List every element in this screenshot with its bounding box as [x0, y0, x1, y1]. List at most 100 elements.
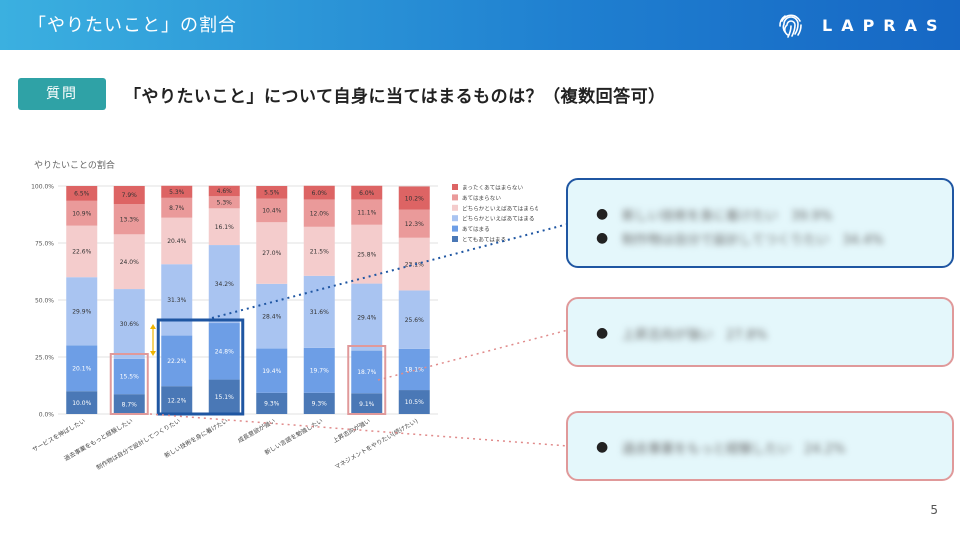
bar-segment: [161, 197, 193, 218]
data-label: 9.3%: [264, 401, 280, 408]
bar-segment: [66, 225, 98, 278]
data-label: 22.6%: [72, 249, 91, 256]
data-label: 34.2%: [215, 281, 234, 288]
slide-title: 「やりたいこと」の割合: [28, 15, 237, 36]
data-label: 8.7%: [122, 401, 138, 408]
bar-segment: [113, 394, 145, 414]
bar-segment: [113, 186, 145, 205]
callout-bullet: ● 制作物は自分で設計してつくりたい 34.4%: [596, 226, 952, 250]
bar-segment: [398, 186, 430, 210]
data-label: 11.1%: [357, 209, 376, 216]
legend-label: どちらかといえばあてはまらない: [462, 204, 538, 212]
callout-text: 新しい技術を身に着けたい 39.9%: [622, 208, 833, 224]
data-label: 10.2%: [405, 195, 424, 202]
bar-segment: [256, 198, 288, 223]
callout-box-2: ● 上昇志向が強い 27.8%: [566, 297, 954, 367]
data-label: 18.1%: [405, 367, 424, 374]
data-label: 27.0%: [262, 250, 281, 257]
legend-swatch: [452, 204, 458, 211]
data-label: 10.4%: [262, 208, 281, 215]
data-label: 25.8%: [357, 251, 376, 258]
bar-segment: [208, 196, 240, 209]
bar-segment: [208, 185, 240, 197]
callout-bullet: ● 新しい技術を身に着けたい 39.9%: [596, 202, 952, 226]
data-label: 6.0%: [359, 190, 375, 197]
data-label: 20.1%: [72, 365, 91, 372]
bar-segment: [208, 379, 240, 414]
data-label: 28.4%: [262, 313, 281, 320]
bar-segment: [66, 186, 98, 201]
data-label: 22.2%: [167, 358, 186, 365]
bullet-dot: ●: [596, 206, 609, 222]
page-number: 5: [930, 503, 938, 517]
bar-segment: [161, 335, 193, 387]
bar-segment: [303, 199, 335, 227]
bar-segment: [398, 390, 430, 414]
data-label: 29.9%: [72, 308, 91, 315]
range-arrow-head: [150, 351, 156, 356]
bullet-dot: ●: [596, 230, 609, 246]
bar-segment: [161, 217, 193, 265]
data-label: 24.8%: [215, 349, 234, 356]
fingerprint-icon: [779, 14, 802, 38]
legend-label: とてもあてはまる: [462, 237, 506, 244]
y-tick-label: 75.0%: [35, 241, 54, 248]
stacked-bar-chart: 0.0% 25.0% 50.0% 75.0% 100.0% 10.0% 20.1% 29.9%…: [31, 184, 538, 472]
data-label: 29.4%: [357, 314, 376, 321]
bullet-dot: ●: [596, 439, 609, 455]
data-label: 12.0%: [310, 210, 329, 217]
y-tick-label: 50.0%: [35, 298, 54, 305]
data-label: 31.6%: [310, 309, 329, 316]
bar-segment: [66, 277, 98, 346]
bar-segment: [303, 185, 335, 200]
bar-segment: [256, 348, 288, 393]
legend-swatch: [452, 215, 458, 222]
data-label: 5.3%: [169, 189, 185, 196]
data-label: 15.1%: [215, 394, 234, 401]
data-label: 31.3%: [167, 297, 186, 304]
legend-label: まったくあてはまらない: [462, 185, 523, 192]
data-label: 5.5%: [264, 189, 280, 196]
data-label: 6.5%: [74, 191, 90, 198]
data-label: 18.7%: [357, 369, 376, 376]
legend-label: あてはまらない: [462, 195, 501, 202]
question-text: 「やりたいこと」について自身に当てはまるものは？（複数回答可）: [124, 87, 666, 107]
bar-segment: [256, 392, 288, 414]
data-label: 23.1%: [405, 261, 424, 268]
data-label: 6.0%: [312, 190, 328, 197]
data-label: 10.0%: [72, 400, 91, 407]
bar-segment: [113, 204, 145, 235]
bar-segment: [351, 350, 383, 394]
callout-bullet: ● 上昇志向が強い 27.8%: [596, 321, 952, 345]
bar-segment: [208, 323, 240, 380]
data-label: 9.1%: [359, 401, 375, 408]
x-tick-label: 制作物は自分で設計してつくりたい: [95, 417, 182, 472]
bar-segment: [303, 392, 335, 414]
range-arrow-head: [150, 324, 156, 329]
bar-segment: [161, 185, 193, 198]
highlight-box-pink: [109, 353, 149, 415]
bullet-dot: ●: [596, 325, 609, 341]
data-label: 13.3%: [120, 216, 139, 223]
data-label: 25.6%: [405, 317, 424, 324]
callout-box-1: ● 新しい技術を身に着けたい 39.9% ● 制作物は自分で設計してつくりたい 34…: [566, 178, 954, 268]
data-label: 19.4%: [262, 368, 281, 375]
callout-box-3: ● 過去事業をもっと経験したい 24.2%: [566, 411, 954, 481]
bar-segment: [351, 199, 383, 225]
x-tick-label: 成長意欲が強い: [236, 417, 276, 445]
bar-segment: [351, 185, 383, 200]
bar-segment: [113, 234, 145, 290]
legend-label: どちらかといえばあてはまる: [462, 215, 535, 223]
data-label: 16.1%: [215, 224, 234, 231]
data-label: 15.5%: [120, 374, 139, 381]
data-label: 10.9%: [72, 210, 91, 217]
data-label: 5.3%: [217, 200, 233, 207]
brand-logo-text: LAPRAS: [822, 16, 947, 35]
header-bar: 「やりたいこと」の割合 LAPRAS: [0, 0, 960, 50]
legend-swatch: [452, 225, 458, 232]
x-tick-label: 上昇志向が強い: [331, 417, 371, 445]
data-label: 21.5%: [310, 249, 329, 256]
callout-bullet: ● 過去事業をもっと経験したい 24.2%: [596, 435, 952, 459]
bar-segment: [66, 391, 98, 414]
